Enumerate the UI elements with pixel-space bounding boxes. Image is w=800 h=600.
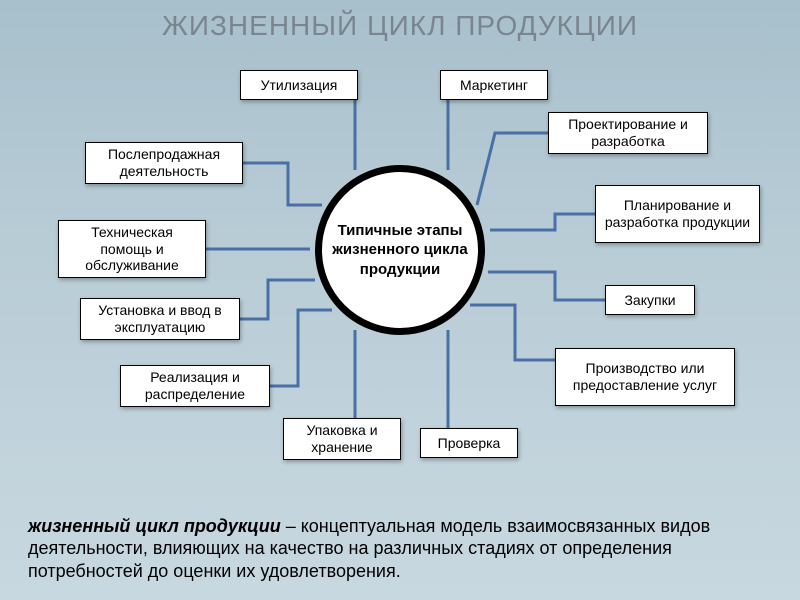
diagram: Типичные этапы жизненного цикла продукци…	[0, 50, 800, 490]
box-packaging: Упаковка и хранение	[283, 418, 401, 460]
box-techsupport: Техническая помощь и обслуживание	[58, 220, 206, 278]
box-design: Проектирование и разработка	[548, 112, 708, 154]
box-planning: Планирование и разработка продукции	[595, 185, 760, 243]
connector-installation	[240, 280, 315, 319]
box-utilisation: Утилизация	[240, 70, 358, 100]
footer-definition: жизненный цикл продукции – концептуальна…	[28, 515, 772, 583]
box-marketing: Маркетинг	[440, 70, 548, 100]
box-aftersales: Послепродажная деятельность	[85, 142, 243, 184]
box-inspection: Проверка	[420, 428, 518, 458]
box-production: Производство или предоставление услуг	[555, 348, 735, 406]
central-circle: Типичные этапы жизненного цикла продукци…	[315, 165, 485, 335]
box-distribution: Реализация и распределение	[120, 365, 270, 407]
footer-lead: жизненный цикл продукции	[28, 516, 281, 536]
connector-design	[477, 133, 548, 205]
box-installation: Установка и ввод в эксплуатацию	[80, 298, 240, 340]
connector-production	[470, 305, 555, 360]
connector-procurement	[488, 272, 605, 300]
connector-distribution	[270, 310, 332, 386]
connector-aftersales	[243, 163, 322, 205]
page-title: ЖИЗНЕННЫЙ ЦИКЛ ПРОДУКЦИИ	[0, 0, 800, 42]
box-procurement: Закупки	[605, 285, 695, 315]
connector-planning	[490, 214, 595, 230]
